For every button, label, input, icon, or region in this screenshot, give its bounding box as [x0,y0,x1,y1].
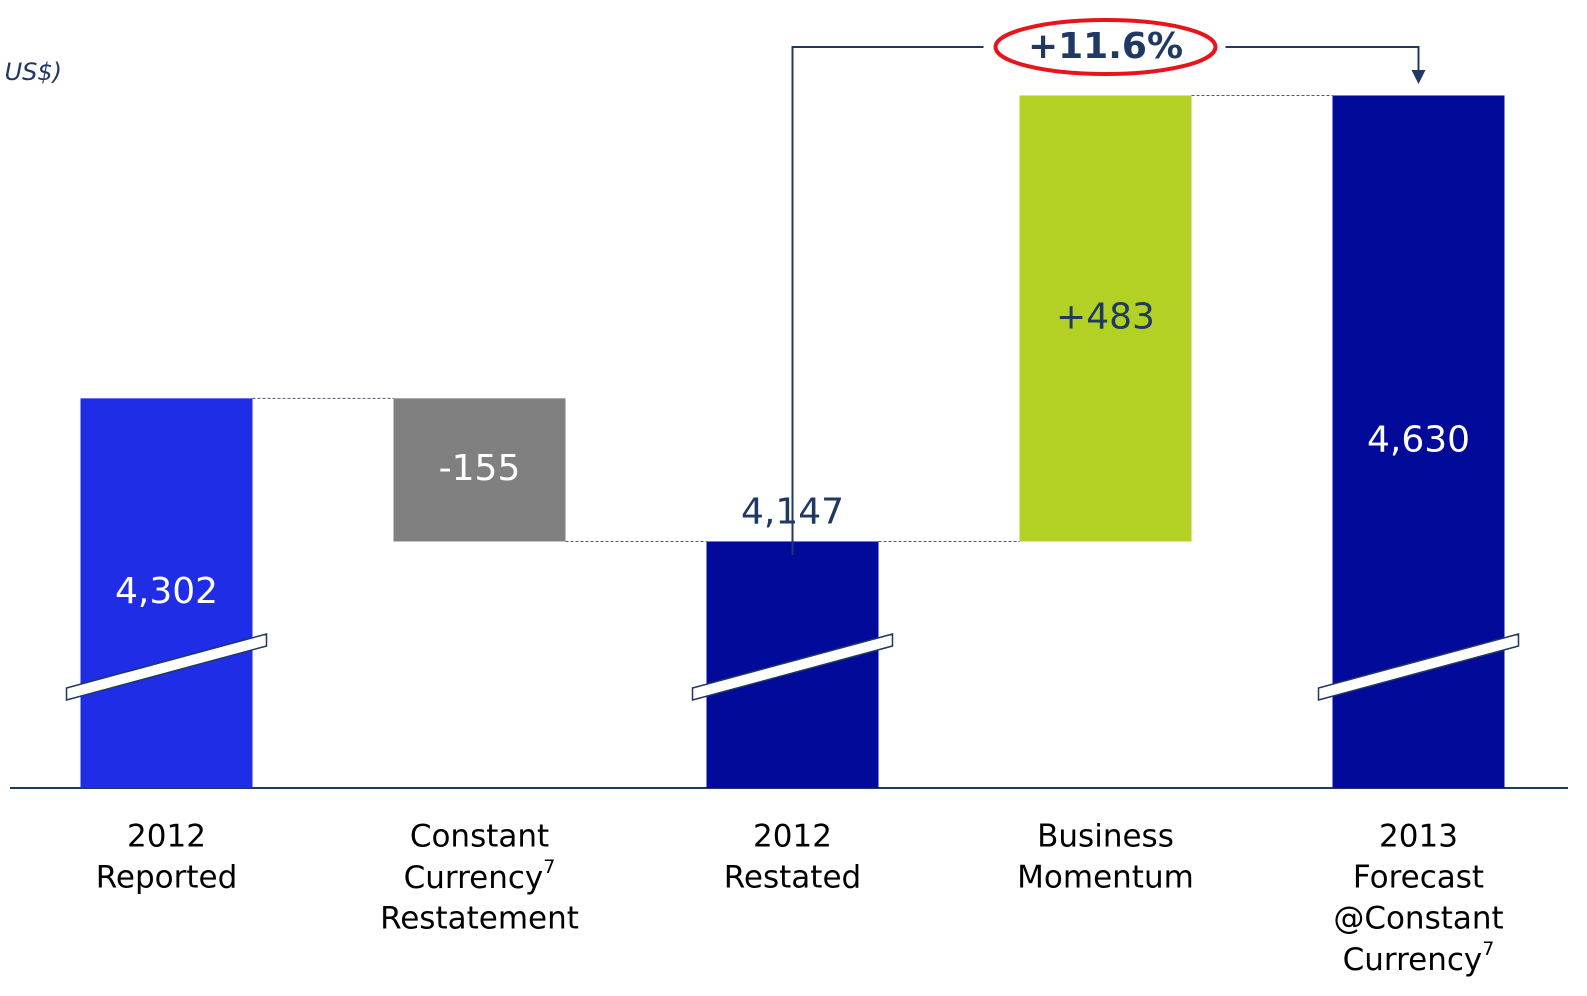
axis-break [65,633,268,701]
arrow-head [1411,70,1426,84]
label-text: Currency [1343,942,1483,978]
break-band [1317,633,1520,701]
label-sup: 7 [1482,938,1494,960]
x-tick-label: Restatement [380,901,579,937]
x-tick-label: Reported [96,860,238,896]
bar [393,398,566,542]
value-label: 4,630 [1367,420,1470,461]
bar [80,398,253,788]
x-tick-label: Business [1037,819,1174,855]
break-band [691,633,894,701]
bracket [1225,46,1420,72]
label-sup: 7 [543,856,555,878]
break-band [65,633,268,701]
x-tick-label: @Constant [1333,901,1503,937]
value-label: +483 [1056,296,1155,337]
annotation: +11.6% [1028,26,1183,67]
axis-break [1317,633,1520,701]
label-text: Currency [404,860,544,896]
unit-label: US$) [5,58,62,86]
x-tick-label: Restated [724,860,861,896]
x-tick-label: 2012 [127,819,206,855]
x-tick-label: Currency7 [404,856,556,896]
value-label: 4,302 [115,571,218,612]
x-tick-label: Constant [410,819,549,855]
value-label: -155 [439,448,521,489]
bracket [791,46,984,555]
highlight-ring [993,18,1218,76]
x-tick-label: Forecast [1353,860,1484,896]
axis-break [691,633,894,701]
x-tick-label: Currency7 [1343,938,1495,978]
x-tick-label: 2012 [753,819,832,855]
x-tick-label: 2013 [1379,819,1458,855]
x-tick-label: Momentum [1017,860,1194,896]
bar [1019,95,1192,542]
